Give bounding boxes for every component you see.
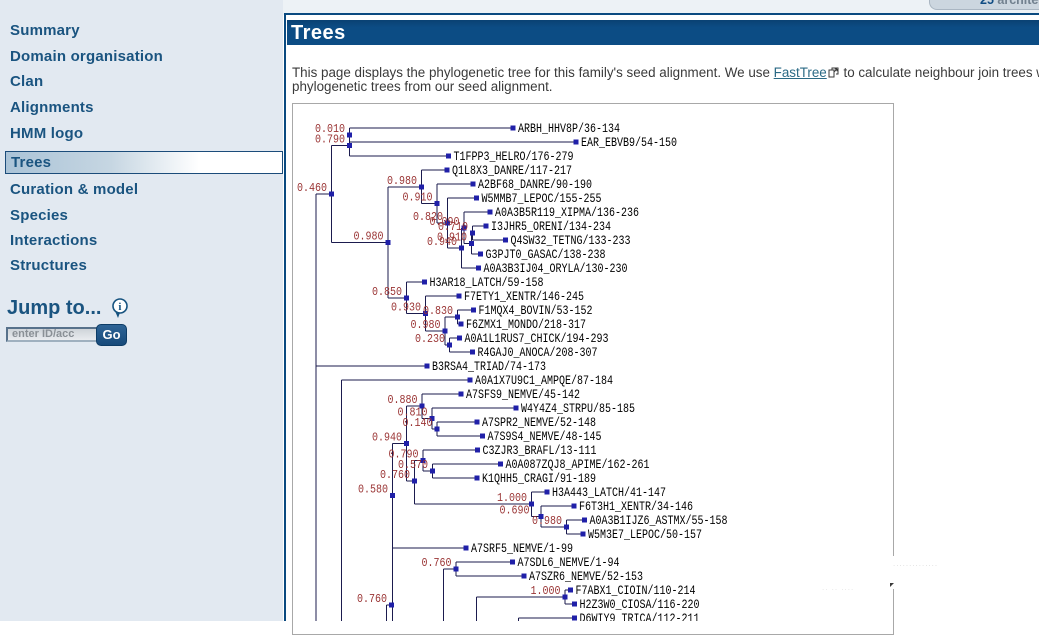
svg-text:A2BF68_DANRE/90-190: A2BF68_DANRE/90-190 — [478, 177, 592, 192]
svg-text:0.760: 0.760 — [357, 592, 387, 606]
svg-text:0.830: 0.830 — [423, 304, 453, 318]
svg-text:0.090: 0.090 — [430, 215, 460, 229]
svg-text:0.940: 0.940 — [372, 431, 402, 445]
svg-text:0.940: 0.940 — [427, 235, 457, 249]
svg-text:0.980: 0.980 — [387, 174, 417, 188]
svg-text:H3AR18_LATCH/59-158: H3AR18_LATCH/59-158 — [430, 275, 544, 290]
svg-text:0.810: 0.810 — [398, 406, 428, 420]
svg-text:A7SZR6_NEMVE/52-153: A7SZR6_NEMVE/52-153 — [529, 569, 643, 584]
svg-text:R4GAJ0_ANOCA/208-307: R4GAJ0_ANOCA/208-307 — [478, 345, 598, 360]
svg-text:0.980: 0.980 — [532, 514, 562, 528]
svg-text:W4Y4Z4_STRPU/85-185: W4Y4Z4_STRPU/85-185 — [521, 401, 635, 416]
svg-text:0.580: 0.580 — [358, 483, 388, 497]
svg-text:0.790: 0.790 — [315, 133, 345, 147]
svg-text:F6T3H1_XENTR/34-146: F6T3H1_XENTR/34-146 — [579, 499, 693, 514]
svg-text:0.690: 0.690 — [500, 504, 530, 518]
svg-text:0.790: 0.790 — [389, 448, 419, 462]
svg-text:1.000: 1.000 — [531, 584, 561, 598]
svg-text:W5M3E7_LEPOC/50-157: W5M3E7_LEPOC/50-157 — [588, 527, 702, 542]
svg-text:B3RSA4_TRIAD/74-173: B3RSA4_TRIAD/74-173 — [432, 359, 546, 374]
svg-text:A7SRF5_NEMVE/1-99: A7SRF5_NEMVE/1-99 — [471, 541, 573, 556]
svg-text:0.910: 0.910 — [403, 191, 433, 205]
svg-text:i: i — [118, 301, 121, 313]
svg-text:F7ABX1_CIOIN/110-214: F7ABX1_CIOIN/110-214 — [576, 583, 696, 598]
svg-text:A0A1X7U9C1_AMPQE/87-184: A0A1X7U9C1_AMPQE/87-184 — [475, 373, 613, 388]
svg-text:H3A443_LATCH/41-147: H3A443_LATCH/41-147 — [552, 485, 666, 500]
svg-text:A7S9S4_NEMVE/48-145: A7S9S4_NEMVE/48-145 — [488, 429, 602, 444]
svg-text:A0A3B1IJZ6_ASTMX/55-158: A0A3B1IJZ6_ASTMX/55-158 — [590, 513, 728, 528]
svg-text:C3ZJR3_BRAFL/13-111: C3ZJR3_BRAFL/13-111 — [483, 443, 597, 458]
svg-text:0.010: 0.010 — [315, 122, 345, 136]
svg-text:0.460: 0.460 — [297, 181, 327, 195]
svg-text:EAR_EBVB9/54-150: EAR_EBVB9/54-150 — [581, 135, 677, 150]
svg-text:0.910: 0.910 — [437, 231, 467, 245]
svg-text:A0A1L1RUS7_CHICK/194-293: A0A1L1RUS7_CHICK/194-293 — [465, 331, 609, 346]
svg-text:W5MMB7_LEPOC/155-255: W5MMB7_LEPOC/155-255 — [482, 191, 602, 206]
svg-text:0.980: 0.980 — [354, 230, 384, 244]
svg-text:0.820: 0.820 — [413, 210, 443, 224]
svg-text:1.000: 1.000 — [497, 491, 527, 505]
svg-text:A7SDL6_NEMVE/1-94: A7SDL6_NEMVE/1-94 — [518, 555, 620, 570]
svg-text:0.930: 0.930 — [391, 301, 421, 315]
svg-text:0.980: 0.980 — [411, 318, 441, 332]
svg-text:A7SFS9_NEMVE/45-142: A7SFS9_NEMVE/45-142 — [466, 387, 580, 402]
svg-text:A0A087ZQJ8_APIME/162-261: A0A087ZQJ8_APIME/162-261 — [506, 457, 650, 472]
svg-text:0.760: 0.760 — [380, 468, 410, 482]
svg-text:0.140: 0.140 — [403, 416, 433, 430]
svg-text:T1FPP3_HELRO/176-279: T1FPP3_HELRO/176-279 — [454, 149, 574, 164]
svg-text:0.760: 0.760 — [422, 556, 452, 570]
svg-text:D6WIY9_TRICA/112-211: D6WIY9_TRICA/112-211 — [580, 611, 700, 621]
svg-text:ARBH_HHV8P/36-134: ARBH_HHV8P/36-134 — [518, 121, 620, 136]
svg-text:0.570: 0.570 — [398, 458, 428, 472]
svg-text:A7SPR2_NEMVE/52-148: A7SPR2_NEMVE/52-148 — [482, 415, 596, 430]
svg-text:I3JHR5_ORENI/134-234: I3JHR5_ORENI/134-234 — [491, 219, 611, 234]
svg-text:A0A3B3IJ04_ORYLA/130-230: A0A3B3IJ04_ORYLA/130-230 — [484, 261, 628, 276]
svg-text:K1QHH5_CRAGI/91-189: K1QHH5_CRAGI/91-189 — [482, 471, 596, 486]
svg-text:A0A3B5R119_XIPMA/136-236: A0A3B5R119_XIPMA/136-236 — [495, 205, 639, 220]
svg-text:F6ZMX1_MONDO/218-317: F6ZMX1_MONDO/218-317 — [466, 317, 586, 332]
svg-text:Q4SW32_TETNG/133-233: Q4SW32_TETNG/133-233 — [511, 233, 631, 248]
svg-text:F1MQX4_BOVIN/53-152: F1MQX4_BOVIN/53-152 — [479, 303, 593, 318]
svg-text:0.850: 0.850 — [372, 285, 402, 299]
svg-text:F7ETY1_XENTR/146-245: F7ETY1_XENTR/146-245 — [464, 289, 584, 304]
svg-text:Q1L8X3_DANRE/117-217: Q1L8X3_DANRE/117-217 — [452, 163, 572, 178]
svg-text:G3PJT0_GASAC/138-238: G3PJT0_GASAC/138-238 — [486, 247, 606, 262]
svg-text:H2Z3W0_CIOSA/116-220: H2Z3W0_CIOSA/116-220 — [580, 597, 700, 612]
svg-text:0.880: 0.880 — [388, 393, 418, 407]
svg-text:0.710: 0.710 — [438, 220, 468, 234]
svg-text:0.230: 0.230 — [415, 332, 445, 346]
